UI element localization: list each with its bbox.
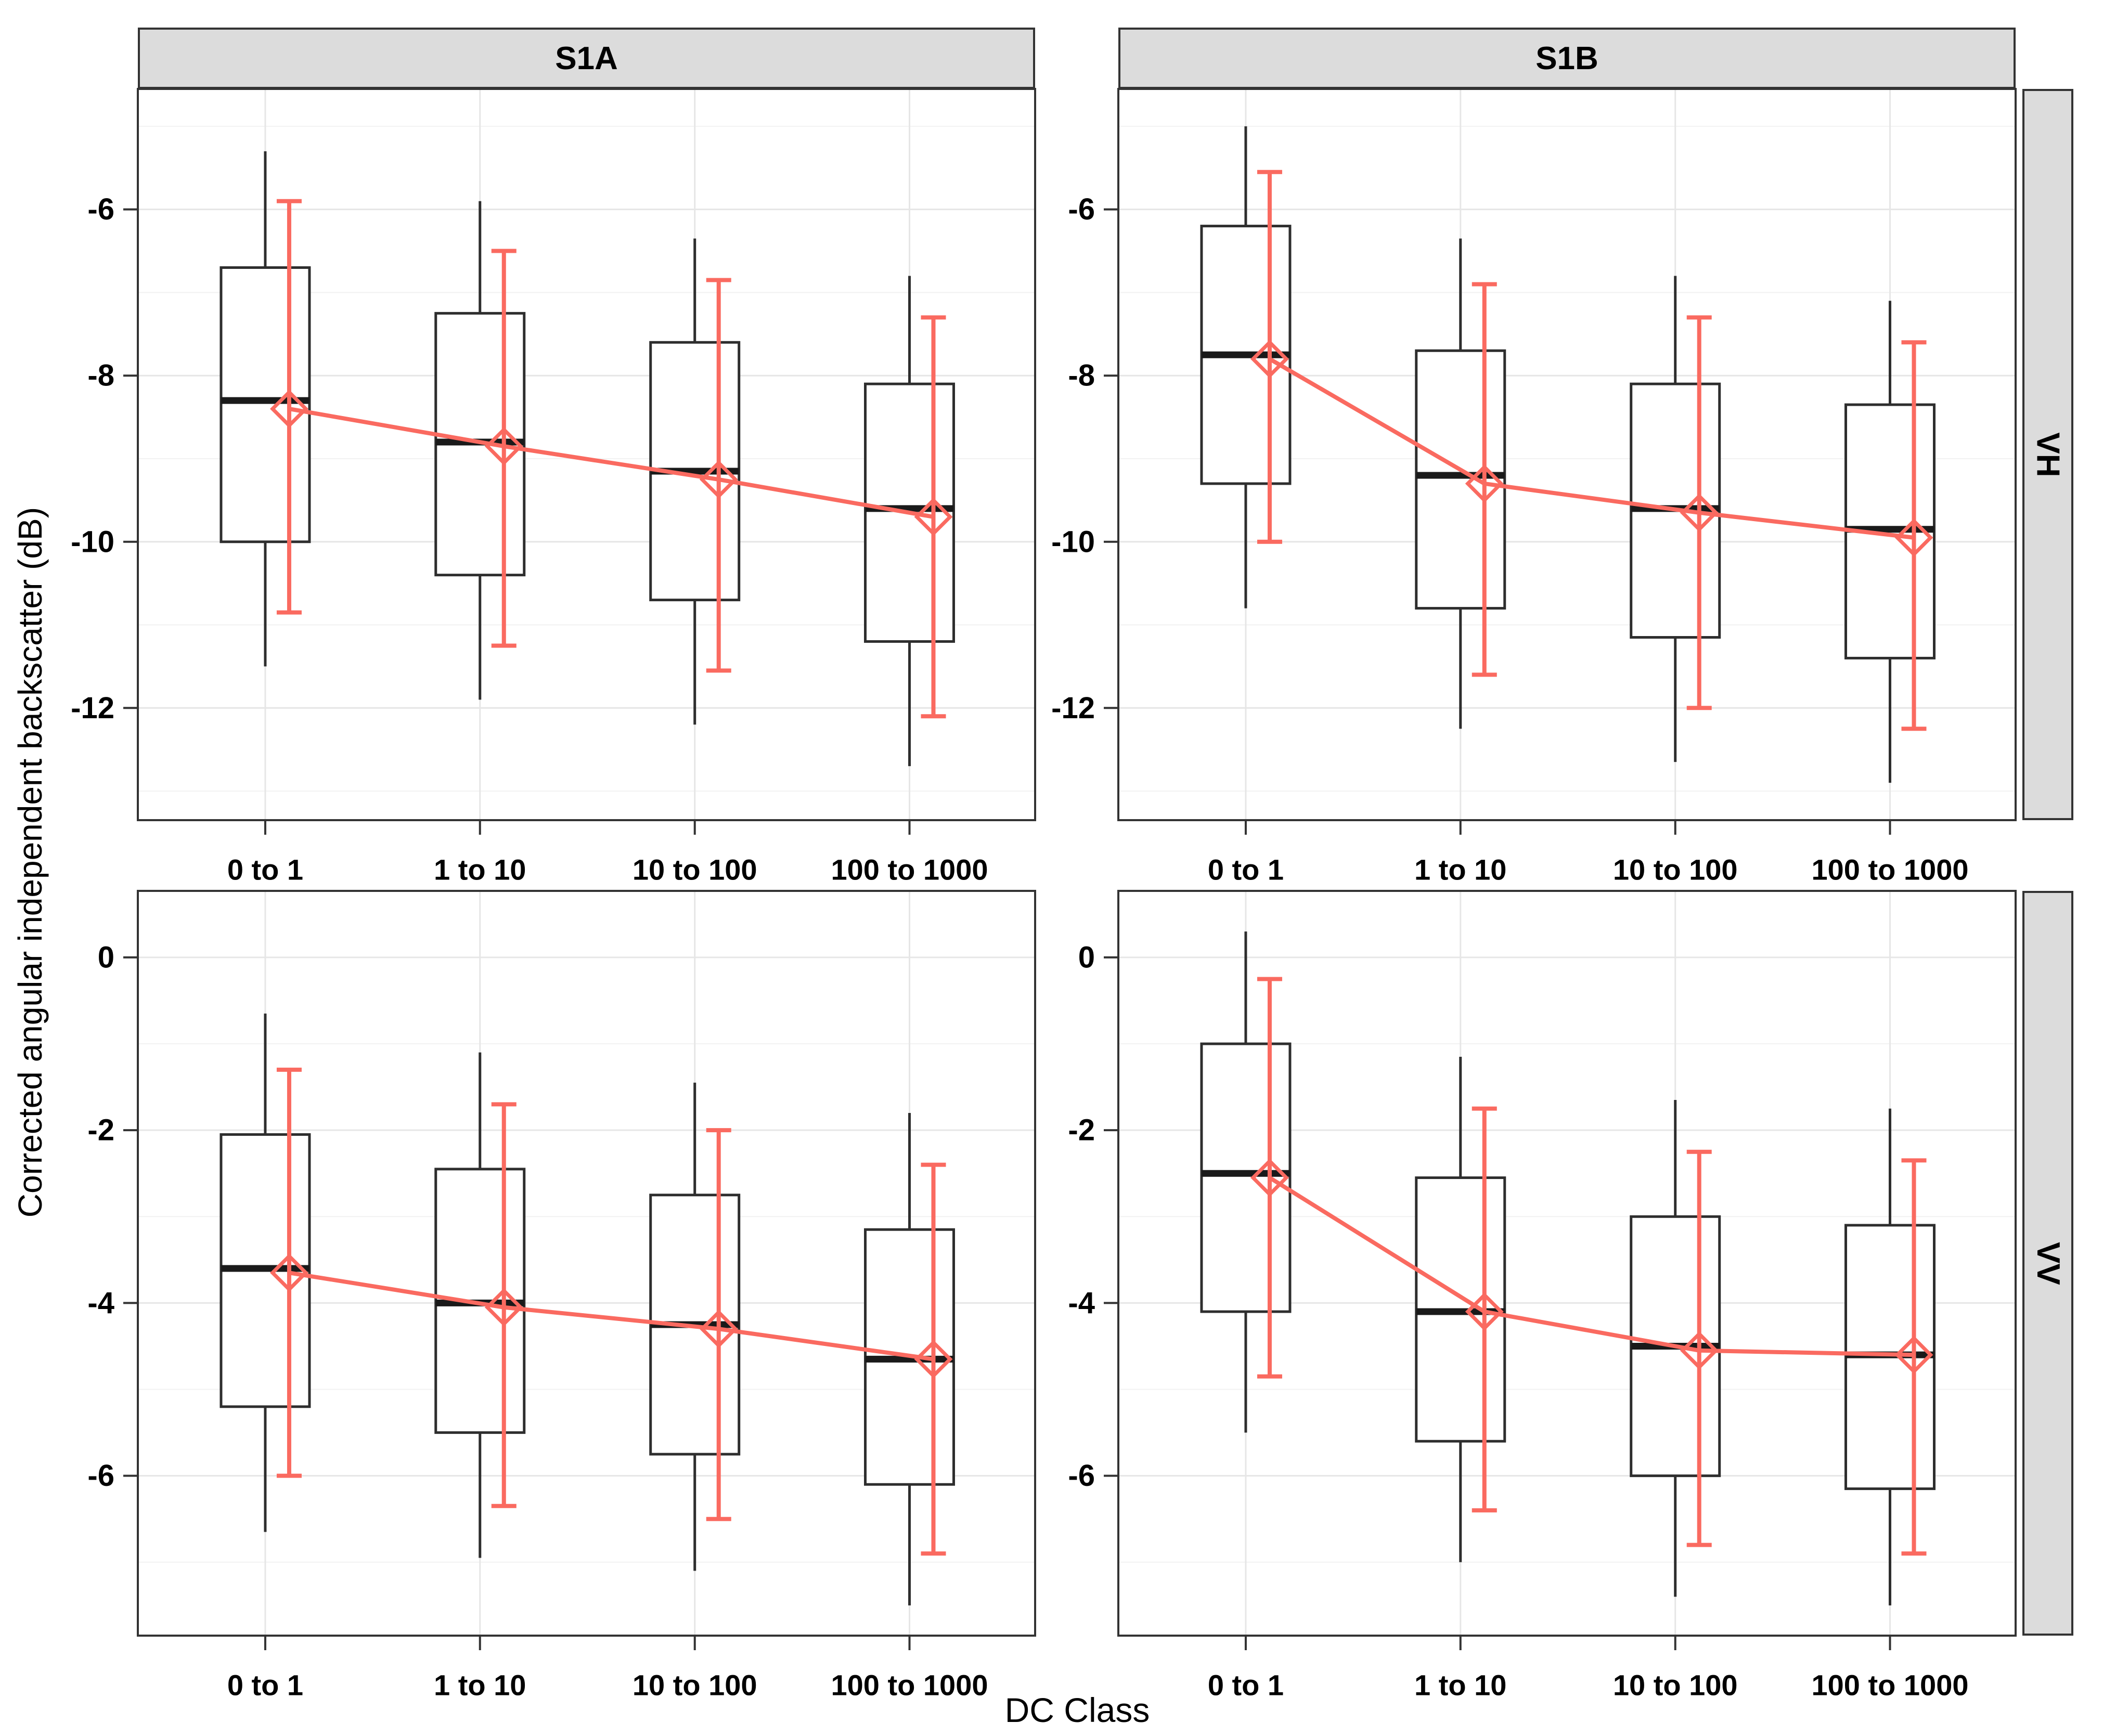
mean-diamond-marker [1680,493,1719,532]
x-tick-label: 100 to 1000 [1812,853,1969,886]
x-axis-title: DC Class [1004,1691,1150,1729]
mean-diamond-marker [1250,1158,1289,1197]
y-tick-label: -10 [1051,525,1095,559]
y-tick-label: -4 [87,1286,114,1320]
mean-diamond-marker [1894,518,1933,557]
box [1415,349,1506,610]
mean-diamond-marker [270,1253,308,1292]
facet-strip-col-s1b: S1B [1118,28,2016,89]
x-tick-label: 10 to 100 [633,853,757,886]
panel-border [137,88,1036,821]
mean-diamond-marker [1250,340,1289,379]
panel-border [1117,88,2017,821]
y-tick-label: -4 [1068,1286,1095,1320]
facet-strip-row-vh: VH [2022,89,2073,820]
mean-diamond-marker [1680,1331,1719,1370]
mean-diamond-marker [1465,464,1504,503]
x-tick-label: 100 to 1000 [1812,1669,1969,1702]
x-tick-label: 1 to 10 [434,853,526,886]
y-tick-label: -12 [1051,691,1095,725]
panel-border [1117,890,2017,1637]
x-tick-label: 0 to 1 [1208,853,1284,886]
mean-trend-line [289,1271,934,1362]
x-tick-label: 10 to 100 [1613,853,1738,886]
x-tick-label: 0 to 1 [1208,1669,1284,1702]
mean-trend-line [1268,357,1914,540]
x-tick-label: 100 to 1000 [831,1669,988,1702]
mean-diamond-marker [699,460,738,499]
y-tick-label: -2 [87,1113,114,1147]
y-tick-label: -6 [87,192,114,226]
mean-diamond-marker [484,1288,523,1327]
x-tick-label: 1 to 10 [1414,1669,1506,1702]
y-tick-label: -2 [1068,1113,1095,1147]
y-tick-label: -12 [71,691,114,725]
y-tick-label: -8 [87,359,114,393]
box [220,266,311,543]
x-tick-label: 0 to 1 [227,853,303,886]
y-tick-label: -8 [1068,359,1095,393]
facet-strip-col-s1a-label: S1A [555,40,618,76]
y-tick-label: -6 [1068,1459,1095,1493]
mean-trend-line [289,407,934,519]
x-tick-label: 1 to 10 [1414,853,1506,886]
facet-strip-col-s1b-label: S1B [1536,40,1598,76]
panel-border [137,890,1036,1637]
x-tick-label: 10 to 100 [633,1669,757,1702]
box [1200,1042,1292,1313]
y-tick-label: -10 [71,525,114,559]
mean-diamond-marker [914,497,953,536]
mean-diamond-marker [484,427,523,465]
x-tick-label: 10 to 100 [1613,1669,1738,1702]
mean-diamond-marker [270,390,308,429]
x-tick-label: 0 to 1 [227,1669,303,1702]
mean-diamond-marker [1894,1336,1933,1375]
facet-strip-row-vv: VV [2022,891,2073,1636]
y-tick-label: 0 [98,940,114,974]
x-tick-label: 1 to 10 [434,1669,526,1702]
mean-diamond-marker [914,1340,953,1379]
y-tick-label: -6 [87,1459,114,1493]
y-tick-label: -6 [1068,192,1095,226]
facet-strip-col-s1a: S1A [138,28,1035,89]
y-tick-label: 0 [1078,940,1095,974]
mean-trend-line [1268,1176,1914,1357]
mean-diamond-marker [1465,1292,1504,1331]
x-tick-label: 100 to 1000 [831,853,988,886]
mean-diamond-marker [699,1310,738,1349]
